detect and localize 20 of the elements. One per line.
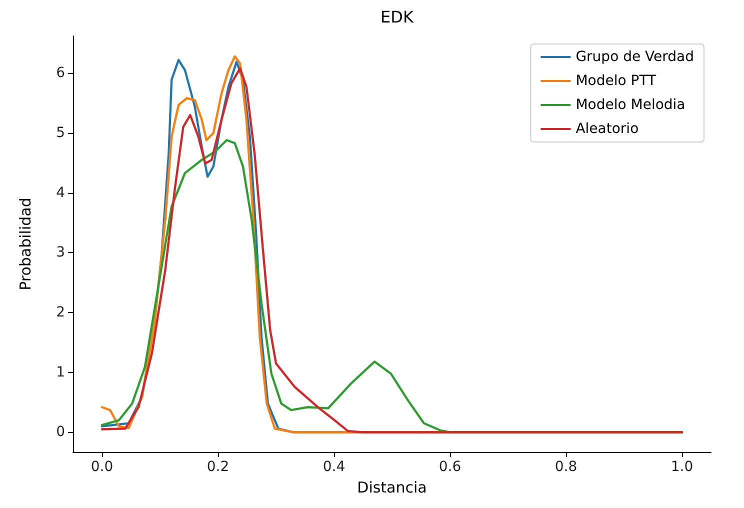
- legend-label: Modelo Melodia: [576, 97, 686, 113]
- legend-label: Aleatorio: [576, 121, 639, 137]
- y-tick-label: 6: [56, 65, 66, 82]
- y-tick-label: 1: [56, 364, 65, 380]
- y-tick-label: 2: [56, 304, 65, 321]
- x-tick-label: 0.0: [90, 459, 114, 475]
- x-tick-label: 1.0: [670, 459, 694, 475]
- x-tick-label: 0.4: [322, 459, 346, 475]
- x-tick-label: 0.2: [206, 459, 230, 475]
- x-tick-label: 0.8: [554, 459, 578, 475]
- y-tick-label: 0: [56, 424, 65, 440]
- legend-label: Grupo de Verdad: [576, 49, 694, 65]
- chart-title: EDK: [380, 8, 414, 26]
- x-axis-title: Distancia: [357, 478, 427, 496]
- x-tick-label: 0.6: [438, 459, 462, 475]
- y-tick-label: 3: [56, 244, 65, 261]
- y-axis-title: Probabilidad: [16, 198, 34, 290]
- y-tick-label: 4: [56, 184, 66, 201]
- legend-label: Modelo PTT: [576, 73, 656, 89]
- y-tick-label: 5: [56, 124, 65, 141]
